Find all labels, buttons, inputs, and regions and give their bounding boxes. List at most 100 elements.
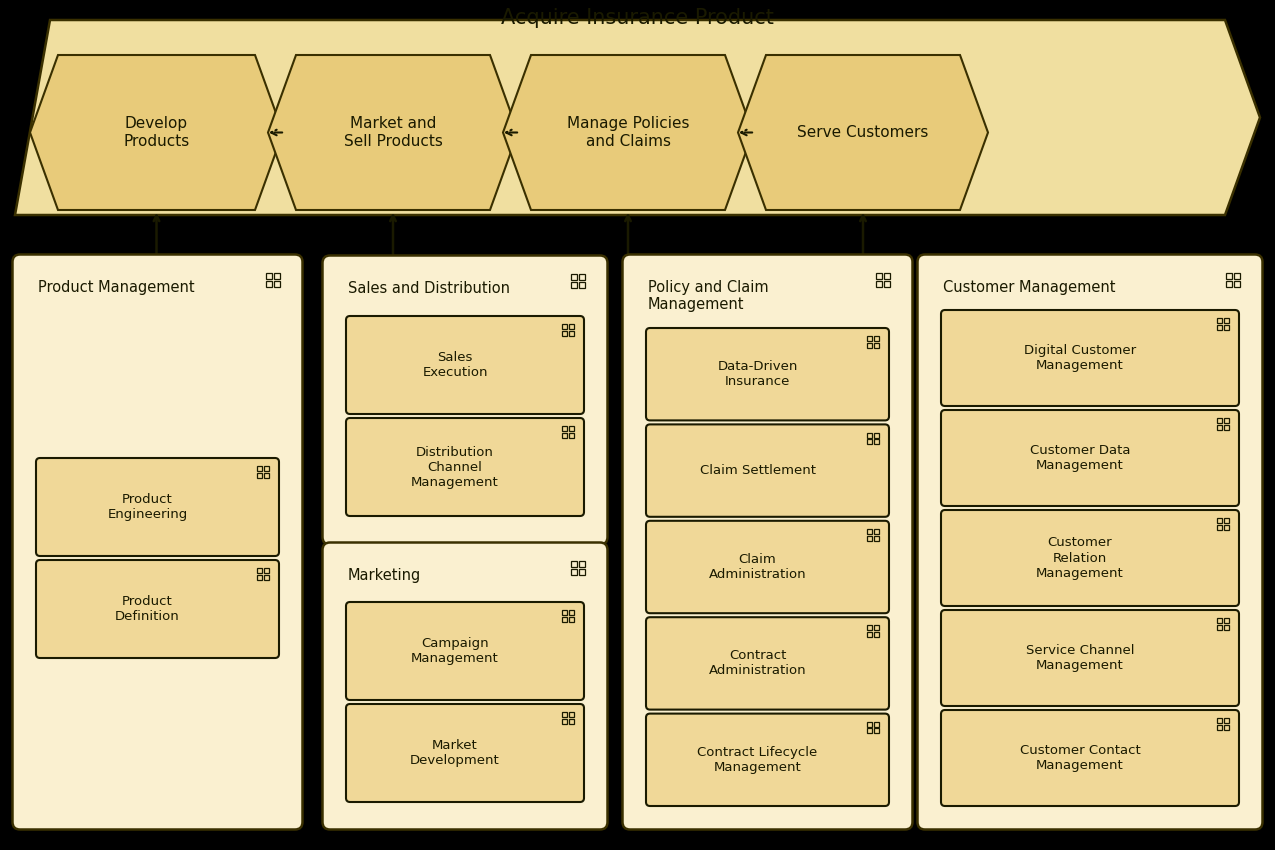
- FancyBboxPatch shape: [646, 714, 889, 806]
- Bar: [1218, 618, 1223, 623]
- Bar: [867, 337, 872, 341]
- Text: Marketing: Marketing: [348, 568, 421, 583]
- Bar: [569, 610, 574, 615]
- FancyBboxPatch shape: [941, 610, 1239, 706]
- Bar: [258, 467, 263, 471]
- Bar: [571, 561, 578, 567]
- Bar: [579, 281, 585, 288]
- Bar: [562, 617, 567, 621]
- FancyBboxPatch shape: [346, 704, 584, 802]
- Bar: [258, 473, 263, 478]
- Bar: [876, 273, 882, 280]
- Bar: [562, 324, 567, 329]
- Text: Distribution
Channel
Management: Distribution Channel Management: [411, 445, 499, 489]
- FancyBboxPatch shape: [323, 542, 607, 830]
- FancyBboxPatch shape: [36, 560, 279, 658]
- Bar: [873, 722, 878, 727]
- Bar: [562, 331, 567, 336]
- Bar: [867, 439, 872, 445]
- Bar: [264, 473, 269, 478]
- Text: Contract
Administration: Contract Administration: [709, 649, 806, 677]
- Bar: [1224, 718, 1229, 723]
- Text: Data-Driven
Insurance: Data-Driven Insurance: [718, 360, 798, 388]
- Bar: [873, 337, 878, 341]
- FancyBboxPatch shape: [646, 328, 889, 421]
- Bar: [1224, 425, 1229, 430]
- Text: Manage Policies
and Claims: Manage Policies and Claims: [567, 116, 690, 149]
- FancyBboxPatch shape: [646, 617, 889, 710]
- Text: Acquire Insurance Product: Acquire Insurance Product: [501, 8, 774, 28]
- Polygon shape: [15, 20, 1260, 215]
- FancyBboxPatch shape: [346, 418, 584, 516]
- FancyBboxPatch shape: [13, 254, 302, 830]
- FancyBboxPatch shape: [941, 510, 1239, 606]
- Bar: [1218, 318, 1223, 323]
- Bar: [873, 536, 878, 541]
- Bar: [867, 433, 872, 438]
- Bar: [873, 433, 878, 438]
- Bar: [1227, 273, 1232, 280]
- Bar: [1218, 725, 1223, 730]
- Text: Customer Data
Management: Customer Data Management: [1030, 444, 1130, 472]
- Bar: [579, 561, 585, 567]
- Bar: [1218, 518, 1223, 524]
- Polygon shape: [31, 55, 283, 210]
- FancyBboxPatch shape: [918, 254, 1262, 830]
- FancyBboxPatch shape: [622, 254, 913, 830]
- Bar: [266, 280, 273, 286]
- Bar: [264, 467, 269, 471]
- Text: Campaign
Management: Campaign Management: [411, 637, 499, 665]
- Bar: [867, 529, 872, 534]
- Bar: [1218, 524, 1223, 530]
- Bar: [258, 575, 263, 580]
- Bar: [1218, 418, 1223, 423]
- Bar: [867, 536, 872, 541]
- Bar: [571, 275, 578, 280]
- FancyBboxPatch shape: [941, 410, 1239, 506]
- Bar: [569, 426, 574, 431]
- Text: Contract Lifecycle
Management: Contract Lifecycle Management: [697, 745, 817, 774]
- Text: Customer Management: Customer Management: [944, 280, 1116, 295]
- Bar: [867, 632, 872, 637]
- Bar: [579, 569, 585, 575]
- Text: Serve Customers: Serve Customers: [797, 125, 928, 140]
- Bar: [1218, 425, 1223, 430]
- FancyBboxPatch shape: [346, 316, 584, 414]
- Text: Market
Development: Market Development: [411, 739, 500, 767]
- Bar: [274, 280, 279, 286]
- Bar: [1224, 618, 1229, 623]
- Bar: [579, 275, 585, 280]
- Bar: [867, 728, 872, 734]
- Bar: [264, 569, 269, 573]
- Bar: [562, 433, 567, 438]
- Polygon shape: [504, 55, 754, 210]
- Bar: [1224, 325, 1229, 330]
- Bar: [264, 575, 269, 580]
- Bar: [873, 626, 878, 631]
- Bar: [873, 529, 878, 534]
- Text: Product
Definition: Product Definition: [115, 595, 180, 623]
- Polygon shape: [738, 55, 988, 210]
- Bar: [571, 569, 578, 575]
- Bar: [873, 632, 878, 637]
- Bar: [1224, 524, 1229, 530]
- Bar: [569, 712, 574, 717]
- Text: Claim Settlement: Claim Settlement: [700, 464, 816, 477]
- Text: Product
Engineering: Product Engineering: [107, 493, 187, 521]
- Bar: [1224, 418, 1229, 423]
- Bar: [258, 569, 263, 573]
- Bar: [569, 433, 574, 438]
- Bar: [1224, 318, 1229, 323]
- Bar: [884, 280, 890, 286]
- FancyBboxPatch shape: [941, 310, 1239, 406]
- Bar: [876, 280, 882, 286]
- Bar: [1234, 280, 1239, 286]
- Text: Customer
Relation
Management: Customer Relation Management: [1037, 536, 1123, 580]
- Polygon shape: [268, 55, 518, 210]
- Bar: [562, 610, 567, 615]
- Bar: [569, 719, 574, 723]
- Bar: [569, 617, 574, 621]
- Bar: [1218, 718, 1223, 723]
- FancyBboxPatch shape: [646, 424, 889, 517]
- Text: Sales
Execution: Sales Execution: [422, 351, 488, 379]
